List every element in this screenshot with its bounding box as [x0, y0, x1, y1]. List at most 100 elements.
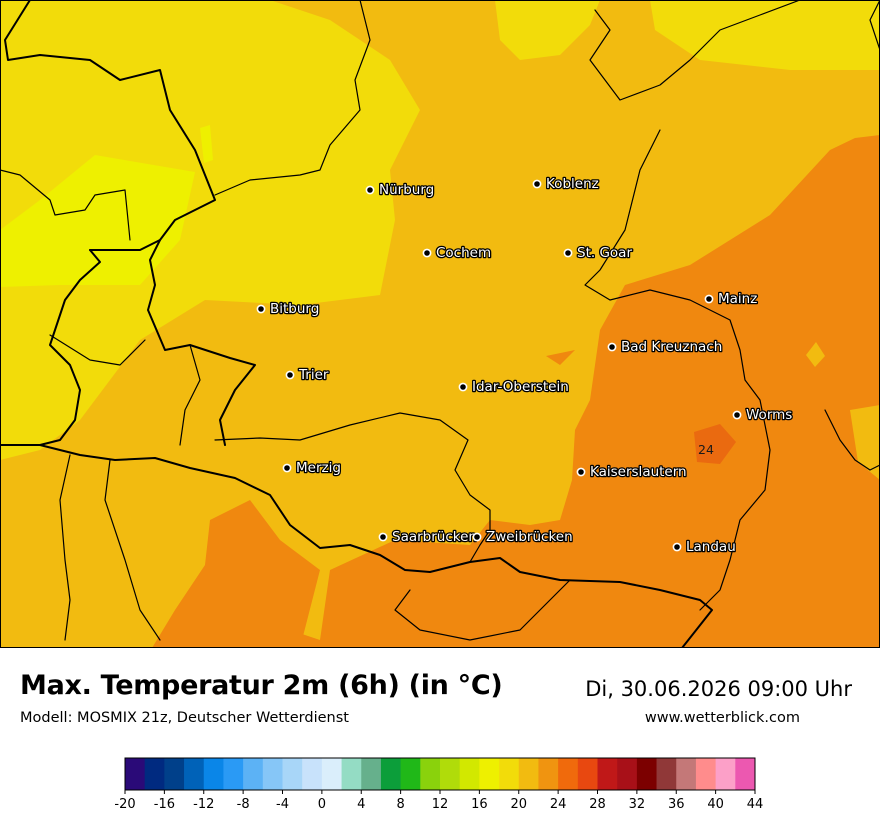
legend-cell — [125, 758, 146, 790]
legend-tick-label: 0 — [318, 797, 326, 812]
state-border-rlp-hesse — [589, 0, 801, 101]
legend-tick-label: 8 — [396, 797, 404, 812]
city-label-merzig: Merzig — [296, 460, 341, 476]
zone-20-22-east-edge — [850, 405, 880, 480]
city-marker-zweibr-cken — [472, 532, 482, 542]
legend-cell — [735, 758, 756, 790]
legend-cell — [538, 758, 559, 790]
legend-cell — [243, 758, 264, 790]
city-marker-merzig — [282, 463, 292, 473]
legend-tick-label: -4 — [276, 797, 289, 812]
legend-cell — [440, 758, 461, 790]
city-marker-idar-oberstein — [458, 382, 468, 392]
legend-cell — [223, 758, 244, 790]
legend-tick-label: -20 — [114, 797, 135, 812]
legend-tick-label: 24 — [550, 797, 567, 812]
forecast-datetime: Di, 30.06.2026 09:00 Uhr — [585, 677, 852, 701]
legend-cell — [636, 758, 657, 790]
borders-layer — [0, 0, 880, 648]
zone-16-18-west — [0, 155, 195, 287]
legend-cell — [597, 758, 618, 790]
national-border-belgium-lux — [4, 0, 256, 446]
legend-cell — [380, 758, 402, 790]
legend-tick-label: -8 — [237, 797, 250, 812]
zone-24-26-patch — [694, 424, 736, 464]
city-marker-mainz — [704, 294, 714, 304]
legend-tick-label: 32 — [629, 797, 646, 812]
city-marker-saarbr-cken — [378, 532, 388, 542]
city-marker-cochem — [422, 248, 432, 258]
legend-tick-label: -16 — [154, 797, 175, 812]
legend-cell — [617, 758, 638, 790]
legend-cell — [262, 758, 283, 790]
state-border-france-south — [59, 454, 71, 641]
city-marker-worms — [732, 410, 742, 420]
legend-cell — [341, 758, 362, 790]
city-label-trier: Trier — [298, 367, 329, 383]
legend-cell — [558, 758, 579, 790]
state-border-france-interior — [104, 459, 161, 641]
city-marker-koblenz — [532, 179, 542, 189]
legend-cell — [321, 758, 342, 790]
zone-18-20-northwest — [0, 0, 420, 460]
legend-cell — [184, 758, 205, 790]
legend-cell — [577, 758, 598, 790]
city-label-n-rburg: Nürburg — [379, 182, 434, 198]
legend-tick-label: -12 — [193, 797, 214, 812]
city-marker-n-rburg — [365, 185, 375, 195]
legend-cell — [499, 758, 520, 790]
state-border-rlp-hesse-south — [584, 129, 771, 611]
city-label-koblenz: Koblenz — [546, 176, 599, 192]
state-border-south-lines — [394, 579, 571, 641]
legend-cell — [282, 758, 303, 790]
legend-cell — [715, 758, 736, 790]
city-marker-trier — [285, 370, 295, 380]
legend-tick-label: 44 — [747, 797, 764, 812]
color-scale-legend: -20 -16 -12 -8 -4 0 4 8 12 16 20 24 28 32 36 40 44 — [114, 757, 763, 812]
zone-22-24-east — [152, 135, 880, 648]
legend-cells — [124, 757, 756, 791]
contour-label-24: 24 — [698, 442, 714, 457]
city-marker-bad-kreuznach — [607, 342, 617, 352]
legend-tick-label: 16 — [471, 797, 488, 812]
state-border-lux-interior — [179, 344, 201, 446]
zone-18-20-northeast — [650, 0, 880, 70]
legend-cell — [656, 758, 677, 790]
chart-title: Max. Temperatur 2m (6h) (in °C) — [20, 670, 503, 701]
city-marker-st-goar — [563, 248, 573, 258]
website-link[interactable]: www.wetterblick.com — [644, 710, 800, 726]
legend-cell — [164, 758, 185, 790]
legend-cell — [400, 758, 421, 790]
city-label-kaiserslautern: Kaiserslautern — [590, 464, 687, 480]
city-label-bad-kreuznach: Bad Kreuznach — [621, 339, 722, 355]
legend-cell — [676, 758, 697, 790]
legend-cell — [420, 758, 441, 790]
temperature-map: Nürburg Koblenz Cochem St. Goar Mainz Bitburg… — [0, 0, 880, 648]
legend-tick-label: 36 — [668, 797, 685, 812]
legend-ticks: -20 -16 -12 -8 -4 0 4 8 12 16 20 24 28 32 36 40 44 — [114, 790, 763, 812]
legend-tick-label: 40 — [707, 797, 724, 812]
city-marker-kaiserslautern — [576, 467, 586, 477]
legend-cell — [695, 758, 717, 790]
legend-cell — [479, 758, 500, 790]
city-label-idar-oberstein: Idar-Oberstein — [472, 379, 569, 395]
city-label-bitburg: Bitburg — [270, 301, 319, 317]
city-label-zweibr-cken: Zweibrücken — [486, 529, 573, 545]
zone-22-24-southwest — [152, 500, 320, 648]
national-border-france — [0, 444, 713, 648]
legend-cell — [203, 758, 224, 790]
state-border-east-edge — [824, 409, 880, 471]
city-label-saarbr-cken: Saarbrücken — [392, 529, 477, 545]
legend-tick-label: 4 — [357, 797, 365, 812]
legend-cell — [361, 758, 382, 790]
zone-16-18-patch — [200, 125, 213, 163]
zone-20-22-east-spot — [806, 342, 825, 367]
legend-tick-label: 28 — [589, 797, 606, 812]
city-label-landau: Landau — [686, 539, 736, 555]
city-label-st-goar: St. Goar — [577, 245, 632, 261]
city-label-worms: Worms — [746, 407, 792, 423]
state-border-north-east — [869, 0, 880, 51]
legend-cell — [459, 758, 480, 790]
model-subtitle: Modell: MOSMIX 21z, Deutscher Wetterdien… — [20, 710, 349, 726]
zone-18-20-north — [495, 0, 600, 60]
